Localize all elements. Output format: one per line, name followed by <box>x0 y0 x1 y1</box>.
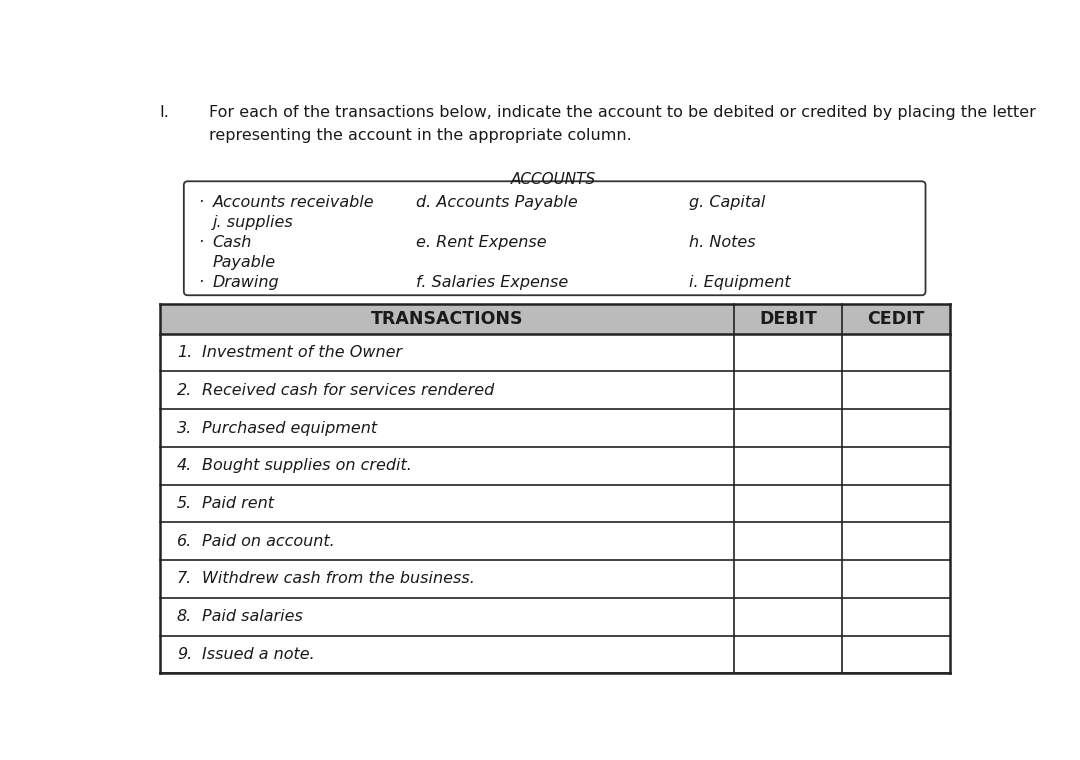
Text: 9.: 9. <box>177 647 192 662</box>
FancyBboxPatch shape <box>160 305 950 334</box>
Text: 6.: 6. <box>177 534 192 549</box>
FancyBboxPatch shape <box>160 598 950 635</box>
Text: 5.: 5. <box>177 496 192 511</box>
FancyBboxPatch shape <box>160 485 950 522</box>
Text: 8.: 8. <box>177 610 192 624</box>
Text: For each of the transactions below, indicate the account to be debited or credit: For each of the transactions below, indi… <box>208 105 1036 143</box>
FancyBboxPatch shape <box>160 372 950 409</box>
Text: Issued a note.: Issued a note. <box>202 647 315 662</box>
Text: h. Notes: h. Notes <box>689 235 756 250</box>
Text: g. Capital: g. Capital <box>689 195 766 211</box>
Text: ·: · <box>199 195 204 211</box>
Text: Accounts receivable: Accounts receivable <box>213 195 374 211</box>
Text: e. Rent Expense: e. Rent Expense <box>416 235 546 250</box>
Text: Received cash for services rendered: Received cash for services rendered <box>202 383 495 397</box>
Text: 7.: 7. <box>177 572 192 587</box>
Text: I.: I. <box>160 105 170 120</box>
Text: Purchased equipment: Purchased equipment <box>202 420 378 435</box>
Text: ·: · <box>199 275 204 290</box>
Text: Paid salaries: Paid salaries <box>202 610 303 624</box>
Text: f. Salaries Expense: f. Salaries Expense <box>416 275 568 290</box>
Text: Cash: Cash <box>213 235 252 250</box>
FancyBboxPatch shape <box>160 409 950 447</box>
Text: i. Equipment: i. Equipment <box>689 275 791 290</box>
FancyBboxPatch shape <box>184 182 926 295</box>
Text: 4.: 4. <box>177 458 192 473</box>
Text: Paid rent: Paid rent <box>202 496 274 511</box>
FancyBboxPatch shape <box>160 635 950 673</box>
Text: ACCOUNTS: ACCOUNTS <box>511 172 596 187</box>
Text: d. Accounts Payable: d. Accounts Payable <box>416 195 578 211</box>
Text: TRANSACTIONS: TRANSACTIONS <box>370 310 523 328</box>
Text: j. supplies: j. supplies <box>213 215 294 230</box>
Text: 2.: 2. <box>177 383 192 397</box>
Text: DEBIT: DEBIT <box>759 310 816 328</box>
FancyBboxPatch shape <box>160 522 950 560</box>
Text: 3.: 3. <box>177 420 192 435</box>
Text: Bought supplies on credit.: Bought supplies on credit. <box>202 458 413 473</box>
Text: ·: · <box>199 235 204 250</box>
Text: CEDIT: CEDIT <box>867 310 924 328</box>
Text: Withdrew cash from the business.: Withdrew cash from the business. <box>202 572 475 587</box>
FancyBboxPatch shape <box>160 447 950 485</box>
FancyBboxPatch shape <box>160 560 950 598</box>
Text: Payable: Payable <box>213 255 275 271</box>
Text: Paid on account.: Paid on account. <box>202 534 335 549</box>
Text: 1.: 1. <box>177 345 192 360</box>
FancyBboxPatch shape <box>160 334 950 372</box>
Text: Investment of the Owner: Investment of the Owner <box>202 345 403 360</box>
Text: Drawing: Drawing <box>213 275 279 290</box>
